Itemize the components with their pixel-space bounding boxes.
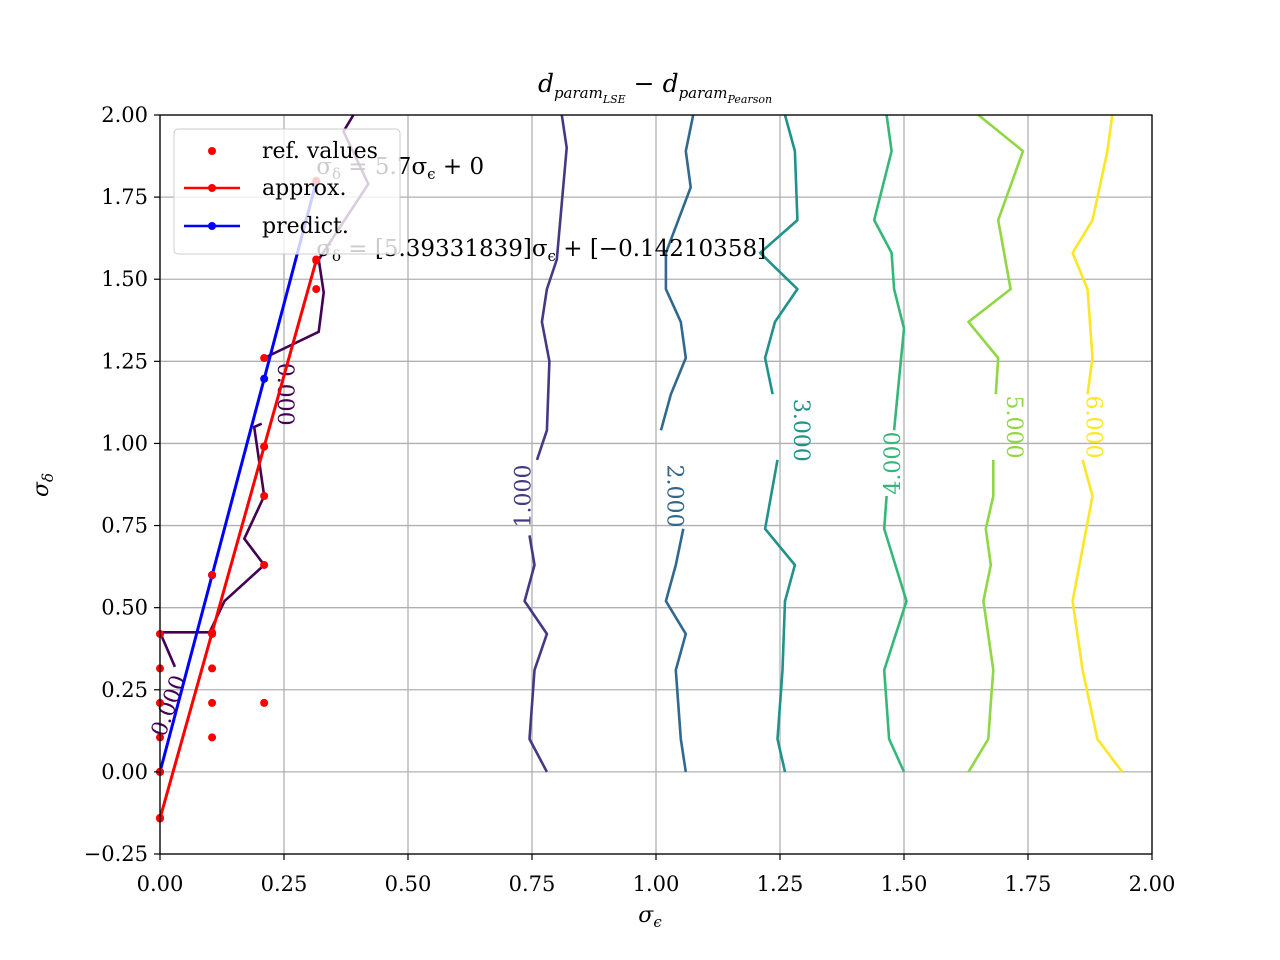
- title-sub-pearson: Pearson: [726, 93, 772, 106]
- ref-value-point: [260, 491, 269, 500]
- ref-value-point: [312, 285, 321, 294]
- title-minus: −: [626, 69, 663, 98]
- legend-label-predict: predict.: [262, 214, 349, 239]
- x-tick-label: 0.75: [509, 872, 556, 896]
- contour-line-3.000: [763, 459, 797, 773]
- contour-line-6.000: [1071, 115, 1114, 395]
- contour-line-2.000: [659, 115, 695, 431]
- contour-line-6.000: [1071, 459, 1124, 773]
- x-tick-label: 1.25: [757, 872, 804, 896]
- legend-label-approx: approx.: [262, 176, 346, 201]
- contour-line-4.000: [882, 495, 908, 773]
- contour-label-5.000: 5.000: [1001, 396, 1026, 459]
- y-tick-label: 2.00: [101, 103, 148, 127]
- legend: ref. values approx. predict.: [173, 128, 401, 255]
- x-tick-label: 1.00: [633, 872, 680, 896]
- legend-marker-ref-values: [208, 147, 216, 155]
- x-axis-label: σϵ: [638, 903, 662, 931]
- annot1-intercept: + 0: [436, 154, 485, 180]
- chart-title: dparamLSE − dparamPearson: [538, 69, 772, 106]
- y-tick-label: −0.25: [84, 842, 148, 866]
- contour-line-0.000: [160, 631, 177, 668]
- legend-box: [173, 128, 401, 255]
- y-tick-label: 1.25: [101, 349, 148, 373]
- title-sub-param-2: param: [679, 84, 728, 102]
- annot2-intercept: + [−0.14210358]: [556, 236, 766, 262]
- contour-line-5.000: [967, 115, 1025, 395]
- ref-value-point: [208, 570, 217, 579]
- predict-line: [158, 181, 318, 773]
- contour-label-2.000: 2.000: [661, 465, 686, 528]
- y-axis-label-main: σ: [29, 481, 54, 497]
- x-tick-label: 1.50: [881, 872, 928, 896]
- title-main: d: [538, 69, 554, 98]
- predict-point: [260, 374, 269, 383]
- title-sub-lse: LSE: [602, 93, 626, 106]
- annot2-sub-delta: δ: [332, 247, 341, 265]
- ref-value-point: [208, 698, 217, 707]
- x-axis-label-main: σ: [638, 903, 654, 928]
- annot2-sub-eps: ϵ: [548, 247, 556, 265]
- y-axis-label: σδ: [29, 473, 57, 497]
- contour-label-4.000: 4.000: [881, 432, 906, 495]
- y-tick-label: 1.00: [101, 431, 148, 455]
- title-main-2: d: [663, 69, 679, 98]
- annot1-sub-eps: ϵ: [427, 165, 435, 183]
- y-tick-label: 0.00: [101, 760, 148, 784]
- x-axis-ticks: 0.00 0.25 0.50 0.75 1.00 1.25 1.50 1.75 2.00: [137, 854, 1176, 896]
- contour-line-2.000: [664, 528, 688, 773]
- x-axis-label-sub: ϵ: [653, 913, 662, 931]
- y-tick-label: 1.75: [101, 185, 148, 209]
- ref-value-point: [260, 698, 269, 707]
- ref-value-point: [312, 255, 321, 264]
- legend-label-ref-values: ref. values: [262, 139, 378, 164]
- title-sub-param-1: param: [554, 84, 603, 102]
- ref-value-point: [260, 354, 269, 363]
- ref-value-point: [260, 442, 269, 451]
- contour-label-1.000: 1.000: [512, 465, 537, 528]
- x-tick-label: 0.25: [261, 872, 308, 896]
- y-tick-label: 1.50: [101, 267, 148, 291]
- ref-value-point: [208, 664, 217, 673]
- x-tick-label: 1.75: [1005, 872, 1052, 896]
- y-tick-label: 0.25: [101, 678, 148, 702]
- contour-line-4.000: [872, 115, 906, 431]
- y-tick-label: 0.75: [101, 514, 148, 538]
- x-tick-label: 0.00: [137, 872, 184, 896]
- x-tick-label: 0.50: [385, 872, 432, 896]
- contour-label-3.000: 3.000: [788, 399, 813, 462]
- contour-line-5.000: [967, 459, 995, 773]
- contour-line-3.000: [758, 115, 799, 395]
- ref-value-point: [260, 560, 269, 569]
- ref-value-point: [208, 733, 217, 742]
- y-tick-label: 0.50: [101, 596, 148, 620]
- x-tick-label: 2.00: [1129, 872, 1176, 896]
- contour-label-6.000: 6.000: [1080, 396, 1105, 459]
- contour-line-1.000: [535, 115, 569, 461]
- y-axis-ticks: −0.25 0.00 0.25 0.50 0.75 1.00 1.25 1.50 1.75 2.0…: [84, 103, 160, 866]
- contour-line-1.000: [523, 535, 549, 773]
- legend-marker-approx: [208, 184, 216, 192]
- y-axis-label-sub: δ: [39, 473, 57, 482]
- legend-marker-predict: [208, 222, 216, 230]
- ref-value-point: [208, 629, 217, 638]
- approx-line: [158, 260, 318, 819]
